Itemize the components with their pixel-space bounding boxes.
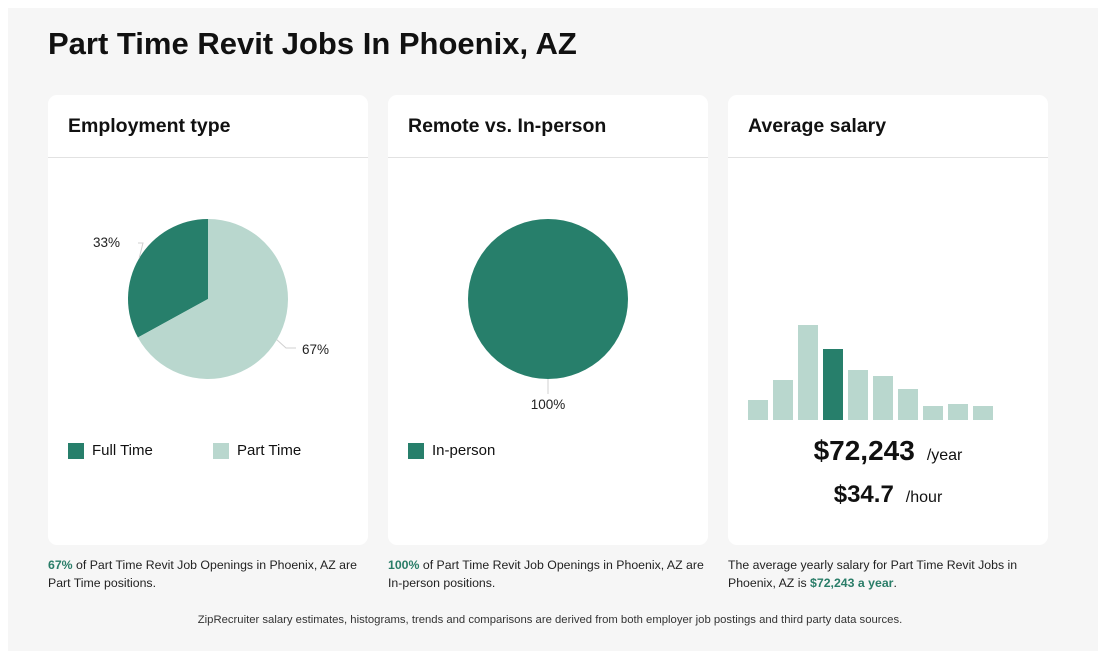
pie-label-full-time: 33%: [93, 235, 120, 250]
remote-caption-text: of Part Time Revit Job Openings in Phoen…: [388, 558, 704, 590]
legend-item-part-time: Part Time: [213, 442, 358, 459]
pie-slice-full-time: [127, 219, 208, 338]
pie-slice-part-time: [137, 219, 288, 379]
legend-swatch-part-time: [213, 442, 229, 459]
salary-title: Average salary: [748, 115, 887, 137]
remote-pie-chart: 100%: [468, 219, 628, 412]
histogram-bar: [798, 325, 818, 420]
histogram-bar: [848, 370, 868, 420]
legend-item-in-person: In-person: [408, 442, 558, 459]
salary-caption-end: .: [893, 576, 897, 590]
remote-caption: 100% of Part Time Revit Job Openings in …: [388, 556, 708, 592]
pie-leader-line-full-time: [138, 242, 144, 259]
employment-legend: Full Time Part Time: [68, 442, 358, 459]
legend-swatch-in-person: [408, 442, 424, 459]
employment-caption: 67% of Part Time Revit Job Openings in P…: [48, 556, 368, 592]
footer-note: ZipRecruiter salary estimates, histogram…: [197, 614, 903, 626]
salary-yearly-line: $72,243 /year: [728, 435, 1048, 467]
employment-caption-text: of Part Time Revit Job Openings in Phoen…: [48, 558, 357, 590]
card-divider: [728, 157, 1048, 158]
histogram-bar-average: [823, 349, 843, 420]
card-divider: [48, 157, 368, 158]
salary-hourly-line: $34.7 /hour: [728, 481, 1048, 509]
histogram-bar: [873, 376, 893, 420]
histogram-bar: [923, 406, 943, 420]
employment-type-title: Employment type: [68, 115, 231, 137]
remote-card: Remote vs. In-person 100% In-person: [388, 95, 708, 545]
salary-caption-value: $72,243 a year: [810, 576, 894, 590]
page-title: Part Time Revit Jobs In Phoenix, AZ: [48, 26, 577, 61]
legend-swatch-full-time: [68, 442, 84, 459]
salary-hourly-unit: /hour: [905, 489, 943, 506]
employment-type-card: Employment type 33% 67% Full Time Part Ti…: [48, 95, 368, 545]
pie-leader-line-part-time: [276, 339, 296, 349]
legend-item-full-time: Full Time: [68, 442, 213, 459]
remote-caption-percent: 100%: [388, 558, 420, 572]
remote-title: Remote vs. In-person: [408, 115, 607, 137]
legend-label-full-time: Full Time: [92, 442, 153, 459]
legend-label-part-time: Part Time: [237, 442, 302, 459]
pie-slice-in-person: [468, 219, 628, 379]
salary-yearly-unit: /year: [926, 447, 963, 464]
employment-pie-chart: 33% 67%: [93, 219, 329, 379]
histogram-bar: [948, 404, 968, 420]
remote-legend: In-person: [408, 442, 698, 459]
employment-caption-percent: 67%: [48, 558, 73, 572]
histogram-bar: [748, 400, 768, 420]
salary-caption: The average yearly salary for Part Time …: [728, 556, 1048, 592]
salary-caption-text: The average yearly salary for Part Time …: [728, 558, 1018, 590]
legend-label-in-person: In-person: [432, 442, 496, 459]
salary-hourly-value: $34.7: [833, 481, 894, 508]
histogram-bar: [898, 389, 918, 420]
pie-label-part-time: 67%: [302, 342, 329, 357]
salary-summary: $72,243 /year $34.7 /hour: [728, 435, 1048, 509]
card-divider: [388, 157, 708, 158]
histogram-bar: [973, 406, 993, 420]
pie-label-in-person: 100%: [531, 397, 566, 412]
salary-yearly-value: $72,243: [813, 435, 915, 466]
salary-histogram: $38.7kPhoenix, AZ Average$112.2k: [748, 325, 993, 420]
histogram-bar: [773, 380, 793, 420]
salary-card: Average salary $38.7kPhoenix, AZ Average…: [728, 95, 1048, 545]
